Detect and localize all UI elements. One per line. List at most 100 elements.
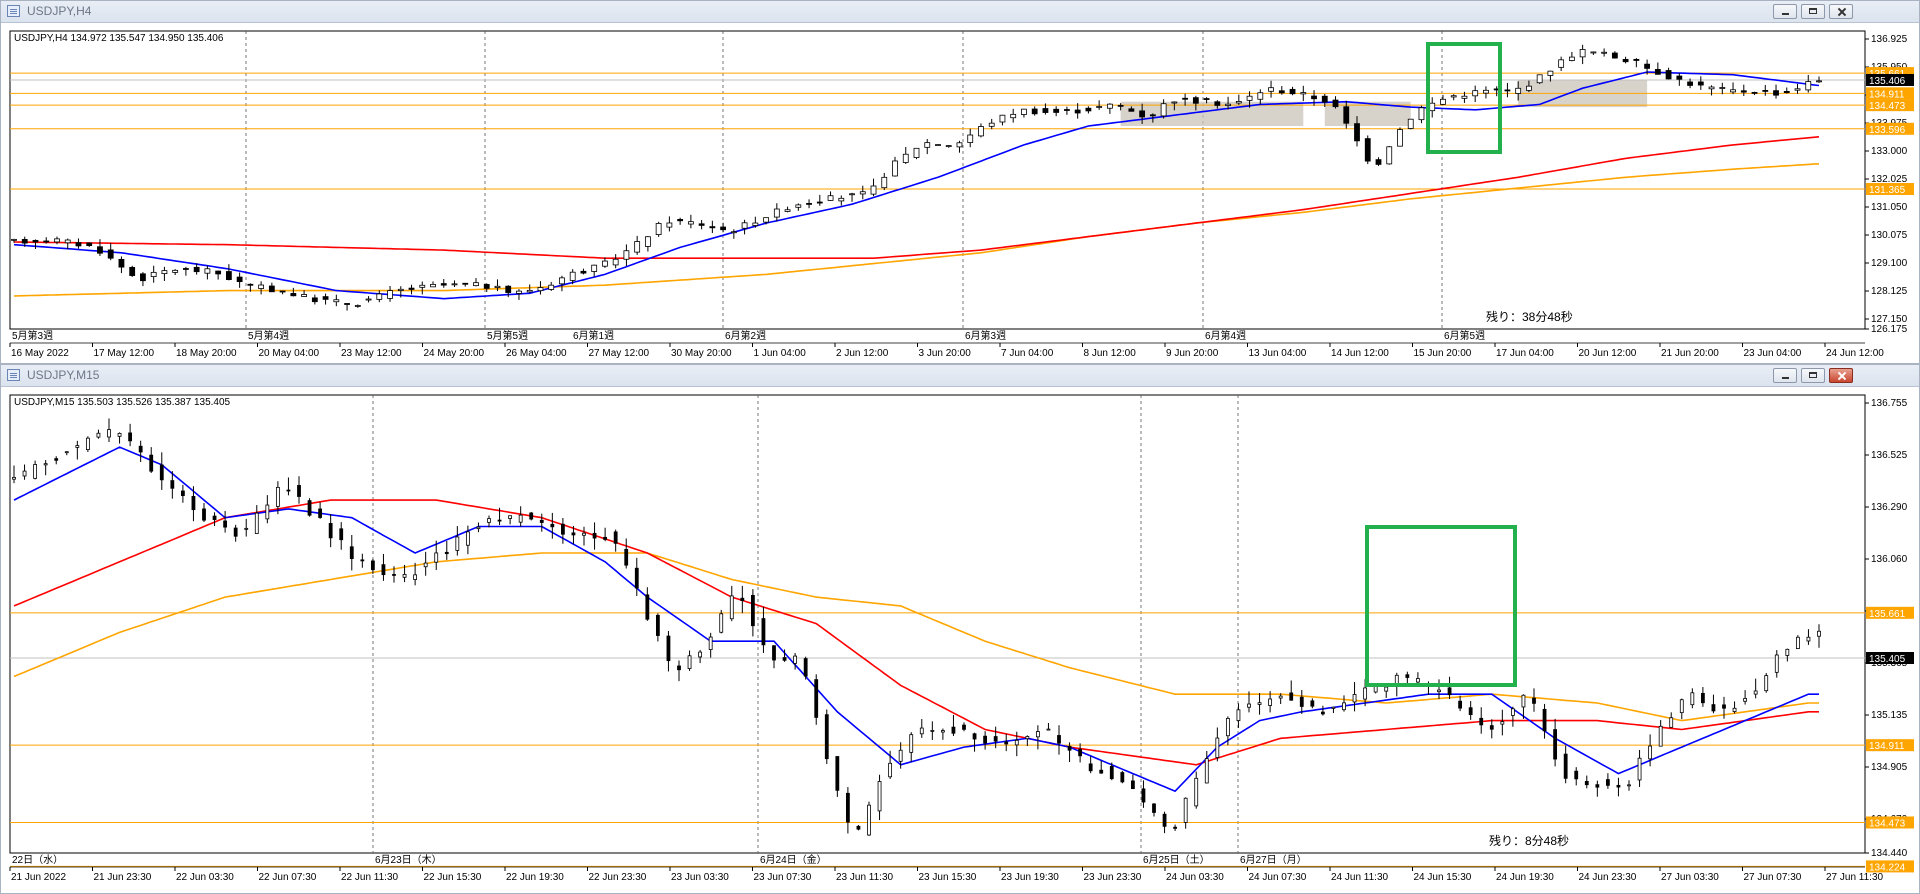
candle [806, 203, 812, 205]
candle [1352, 694, 1357, 703]
price-tag-label: 134.473 [1869, 101, 1906, 112]
candle [1246, 95, 1253, 101]
candle [370, 560, 375, 571]
candle [247, 283, 254, 286]
candle [1342, 702, 1346, 711]
candle [1031, 108, 1038, 115]
candle [881, 176, 888, 189]
candle [1700, 692, 1705, 704]
price-tag [1866, 87, 1914, 100]
candle [328, 523, 333, 539]
candle [814, 679, 819, 718]
candle [877, 781, 882, 812]
candle [1595, 784, 1600, 788]
candle [1109, 766, 1114, 780]
candle [940, 730, 945, 733]
candle [1805, 81, 1812, 91]
candle [548, 284, 555, 290]
ma-orange-line [13, 163, 1820, 297]
y-tick-label: 130.075 [1871, 230, 1908, 241]
minimize-button[interactable] [1773, 368, 1797, 383]
candle [1289, 88, 1296, 95]
x-tick-label: 20 May 04:00 [259, 348, 320, 359]
h4-chart-window[interactable]: USDJPY,H4 USDJPY,H4 134.972 135.547 134.… [0, 0, 1920, 364]
candle [1128, 108, 1135, 112]
candle [951, 726, 956, 734]
candle [1162, 813, 1167, 827]
x-tick-label: 23 Jun 11:30 [836, 872, 894, 883]
m15-chart-window[interactable]: USDJPY,M15 USDJPY,M15 135.503 135.526 13… [0, 364, 1920, 894]
candle [1521, 694, 1526, 708]
period-label: 5月第3週 [12, 329, 53, 342]
candle [1025, 736, 1030, 740]
candle [129, 266, 136, 276]
y-tick-label: 129.100 [1871, 258, 1908, 269]
candle [1510, 708, 1515, 716]
candle [518, 514, 523, 523]
m15-chart[interactable]: USDJPY,M15 135.503 135.526 135.387 135.4… [1, 389, 1919, 893]
candle [1489, 725, 1494, 730]
candle [1458, 700, 1463, 709]
candle [140, 273, 146, 282]
y-tick-label: 127.150 [1871, 314, 1908, 325]
candle [709, 226, 716, 229]
h4-chart[interactable]: USDJPY,H4 134.972 135.547 134.950 135.40… [1, 25, 1919, 363]
candle [898, 749, 903, 762]
candle [1204, 758, 1209, 784]
price-tag [1866, 73, 1914, 86]
candle [75, 445, 80, 448]
y-tick-label: 126.175 [1871, 324, 1908, 335]
candle [1611, 52, 1618, 59]
candle [1257, 92, 1264, 100]
minimize-button[interactable] [1773, 4, 1797, 19]
x-tick-label: 16 May 2022 [11, 348, 69, 359]
candle [1461, 95, 1468, 99]
x-tick-label: 23 Jun 04:00 [1744, 348, 1802, 359]
candle [202, 508, 206, 521]
x-tick-label: 22 Jun 07:30 [259, 872, 317, 883]
candle [33, 464, 38, 479]
candle [365, 298, 372, 301]
candle [301, 294, 307, 297]
candle [1669, 717, 1674, 728]
price-tag [1866, 122, 1914, 135]
candle [258, 284, 265, 289]
h4-title-bar[interactable]: USDJPY,H4 [1, 1, 1919, 23]
candle [1590, 51, 1597, 54]
candle [983, 735, 988, 744]
candle [354, 305, 361, 307]
candle [1386, 146, 1393, 165]
candle [159, 464, 164, 481]
x-tick-label: 2 Jun 12:00 [836, 348, 889, 359]
candle [560, 523, 565, 535]
candle [773, 208, 780, 218]
candle [1397, 129, 1403, 147]
candle [677, 219, 684, 222]
restore-button[interactable] [1801, 368, 1825, 383]
price-tag-label: 135.661 [1869, 609, 1906, 620]
candle [1046, 728, 1051, 731]
price-tag-label: 133.596 [1869, 125, 1906, 136]
candle [838, 197, 845, 202]
countdown-timer: 残り：38分48秒 [1486, 310, 1573, 324]
y-tick-label: 135.135 [1871, 710, 1908, 721]
candle [1278, 90, 1285, 94]
m15-window-title: USDJPY,M15 [27, 368, 100, 382]
candle [138, 445, 143, 453]
restore-button[interactable] [1801, 4, 1825, 19]
candle [381, 564, 386, 576]
candle [1247, 703, 1251, 708]
candle [529, 512, 534, 520]
candle [275, 486, 280, 507]
close-button[interactable] [1829, 368, 1853, 383]
y-tick-label: 136.525 [1871, 450, 1908, 461]
x-tick-label: 24 Jun 19:30 [1496, 872, 1554, 883]
candle [624, 548, 629, 566]
candle [1214, 101, 1221, 106]
m15-title-bar[interactable]: USDJPY,M15 [1, 365, 1919, 387]
price-tag [1866, 99, 1914, 112]
candle [476, 526, 481, 530]
close-button[interactable] [1829, 4, 1853, 19]
candle [1627, 784, 1631, 787]
x-tick-label: 27 May 12:00 [589, 348, 650, 359]
